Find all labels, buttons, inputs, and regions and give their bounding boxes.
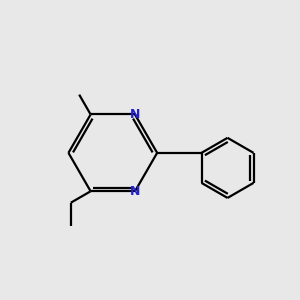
Text: N: N — [130, 185, 140, 198]
Text: N: N — [130, 108, 140, 121]
